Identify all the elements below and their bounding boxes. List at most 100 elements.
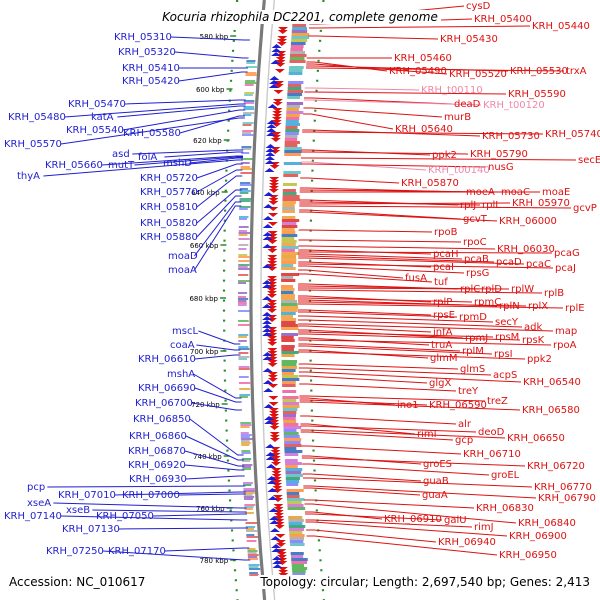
cog-feature — [284, 438, 302, 441]
left-gene-label: KRH_07250 — [46, 546, 104, 557]
kbp-tick-label-bg — [198, 555, 229, 564]
cog-feature — [281, 345, 295, 348]
gc-feature — [238, 266, 248, 268]
left-gene-label: KRH_06860 — [129, 431, 187, 442]
plus-strand-feature — [262, 232, 273, 236]
gc-feature — [238, 304, 247, 306]
right-gene-label: pcaB — [464, 254, 489, 265]
right-gene-label: ppk2 — [432, 150, 457, 161]
cog-feature — [285, 120, 299, 123]
gc-feature — [244, 512, 254, 514]
left-gene-label: thyA — [17, 171, 40, 182]
cog-feature — [281, 225, 298, 228]
gc-feature — [241, 148, 252, 150]
minus-strand-feature — [272, 111, 283, 115]
right-gene-leader — [298, 257, 525, 265]
right-gene-label: treY — [458, 386, 479, 397]
right-gene-leader — [300, 431, 454, 441]
minus-strand-feature — [267, 222, 278, 226]
gc-feature — [239, 208, 248, 210]
minus-strand-feature — [270, 450, 281, 454]
gc-feature — [240, 182, 251, 184]
right-gene-leader — [300, 177, 400, 184]
cog-feature — [285, 468, 303, 471]
right-gene-label: rpsG — [466, 268, 489, 279]
right-gene-leader — [299, 202, 511, 205]
cog-feature — [284, 153, 301, 156]
right-gene-leader — [298, 289, 543, 294]
gc-feature — [240, 172, 253, 174]
left-gene-leader — [117, 105, 246, 118]
minus-strand-feature — [268, 201, 279, 205]
left-gene-label: KRH_05720 — [140, 173, 198, 184]
plus-strand-feature — [268, 84, 279, 88]
gc-feature — [248, 566, 259, 568]
gc-feature — [238, 296, 247, 298]
plus-strand-feature — [262, 356, 273, 360]
right-gene-leader — [298, 333, 521, 341]
right-gene-label: KRH_06590 — [429, 400, 487, 411]
right-gene-leader — [302, 131, 544, 135]
cog-feature — [283, 171, 301, 174]
minus-strand-feature — [270, 456, 281, 460]
gc-feature — [238, 234, 248, 236]
gc-feature — [239, 382, 251, 384]
left-gene-label: mshD — [163, 158, 192, 169]
plus-strand-feature — [262, 304, 273, 308]
cog-feature — [281, 276, 294, 279]
gc-feature — [241, 458, 252, 460]
right-gene-label: rplJ — [460, 200, 476, 211]
gc-feature — [238, 248, 247, 250]
gc-feature — [239, 394, 250, 396]
left-gene-label: KRH_07050 — [96, 511, 154, 522]
gc-feature — [238, 324, 250, 326]
cog-feature — [282, 390, 297, 393]
left-gene-leader — [178, 493, 246, 496]
right-gene-leader — [300, 163, 487, 168]
right-gene-leader — [302, 463, 490, 476]
gc-feature — [246, 540, 257, 542]
right-gene-label: KRH_06950 — [499, 550, 557, 561]
right-gene-leader — [305, 67, 565, 72]
right-gene-label: KRH_06910 — [384, 514, 442, 525]
cog-feature — [288, 516, 303, 519]
right-gene-label: nusG — [488, 162, 514, 173]
left-gene-leader — [47, 485, 246, 488]
right-gene-leader — [298, 329, 464, 339]
gc-feature — [240, 168, 253, 170]
minus-strand-feature — [278, 570, 289, 574]
right-gene-label: ino1 — [397, 400, 419, 411]
left-gene-leader — [102, 550, 251, 561]
left-gene-leader — [174, 51, 249, 59]
cog-feature — [281, 258, 297, 261]
right-gene-label: KRH_06790 — [538, 493, 596, 504]
kbp-tick-label-bg — [198, 31, 229, 40]
cog-feature — [282, 201, 296, 204]
cog-feature — [290, 54, 307, 57]
cog-feature — [291, 33, 310, 36]
cog-feature — [281, 249, 295, 252]
right-gene-label: KRH_06540 — [523, 377, 581, 388]
gc-feature — [239, 218, 248, 220]
cog-feature — [281, 219, 300, 222]
cog-feature — [281, 252, 300, 255]
minus-strand-feature — [267, 276, 278, 280]
cog-feature — [284, 147, 302, 150]
right-gene-leader — [298, 343, 461, 352]
gc-feature — [246, 66, 258, 68]
cog-feature — [282, 402, 300, 405]
minus-strand-feature — [267, 363, 278, 367]
minus-strand-feature — [267, 351, 278, 355]
gc-feature — [243, 482, 253, 484]
minus-strand-feature — [272, 114, 283, 118]
gc-feature — [245, 528, 254, 530]
left-gene-leader — [43, 159, 243, 177]
right-gene-leader — [298, 263, 554, 269]
gc-feature — [246, 536, 259, 538]
right-gene-leader — [298, 253, 463, 260]
right-gene-label: alr — [458, 419, 472, 430]
cog-feature — [281, 297, 295, 300]
cog-feature — [281, 336, 294, 339]
right-gene-leader — [298, 239, 462, 243]
minus-strand-feature — [273, 84, 284, 88]
